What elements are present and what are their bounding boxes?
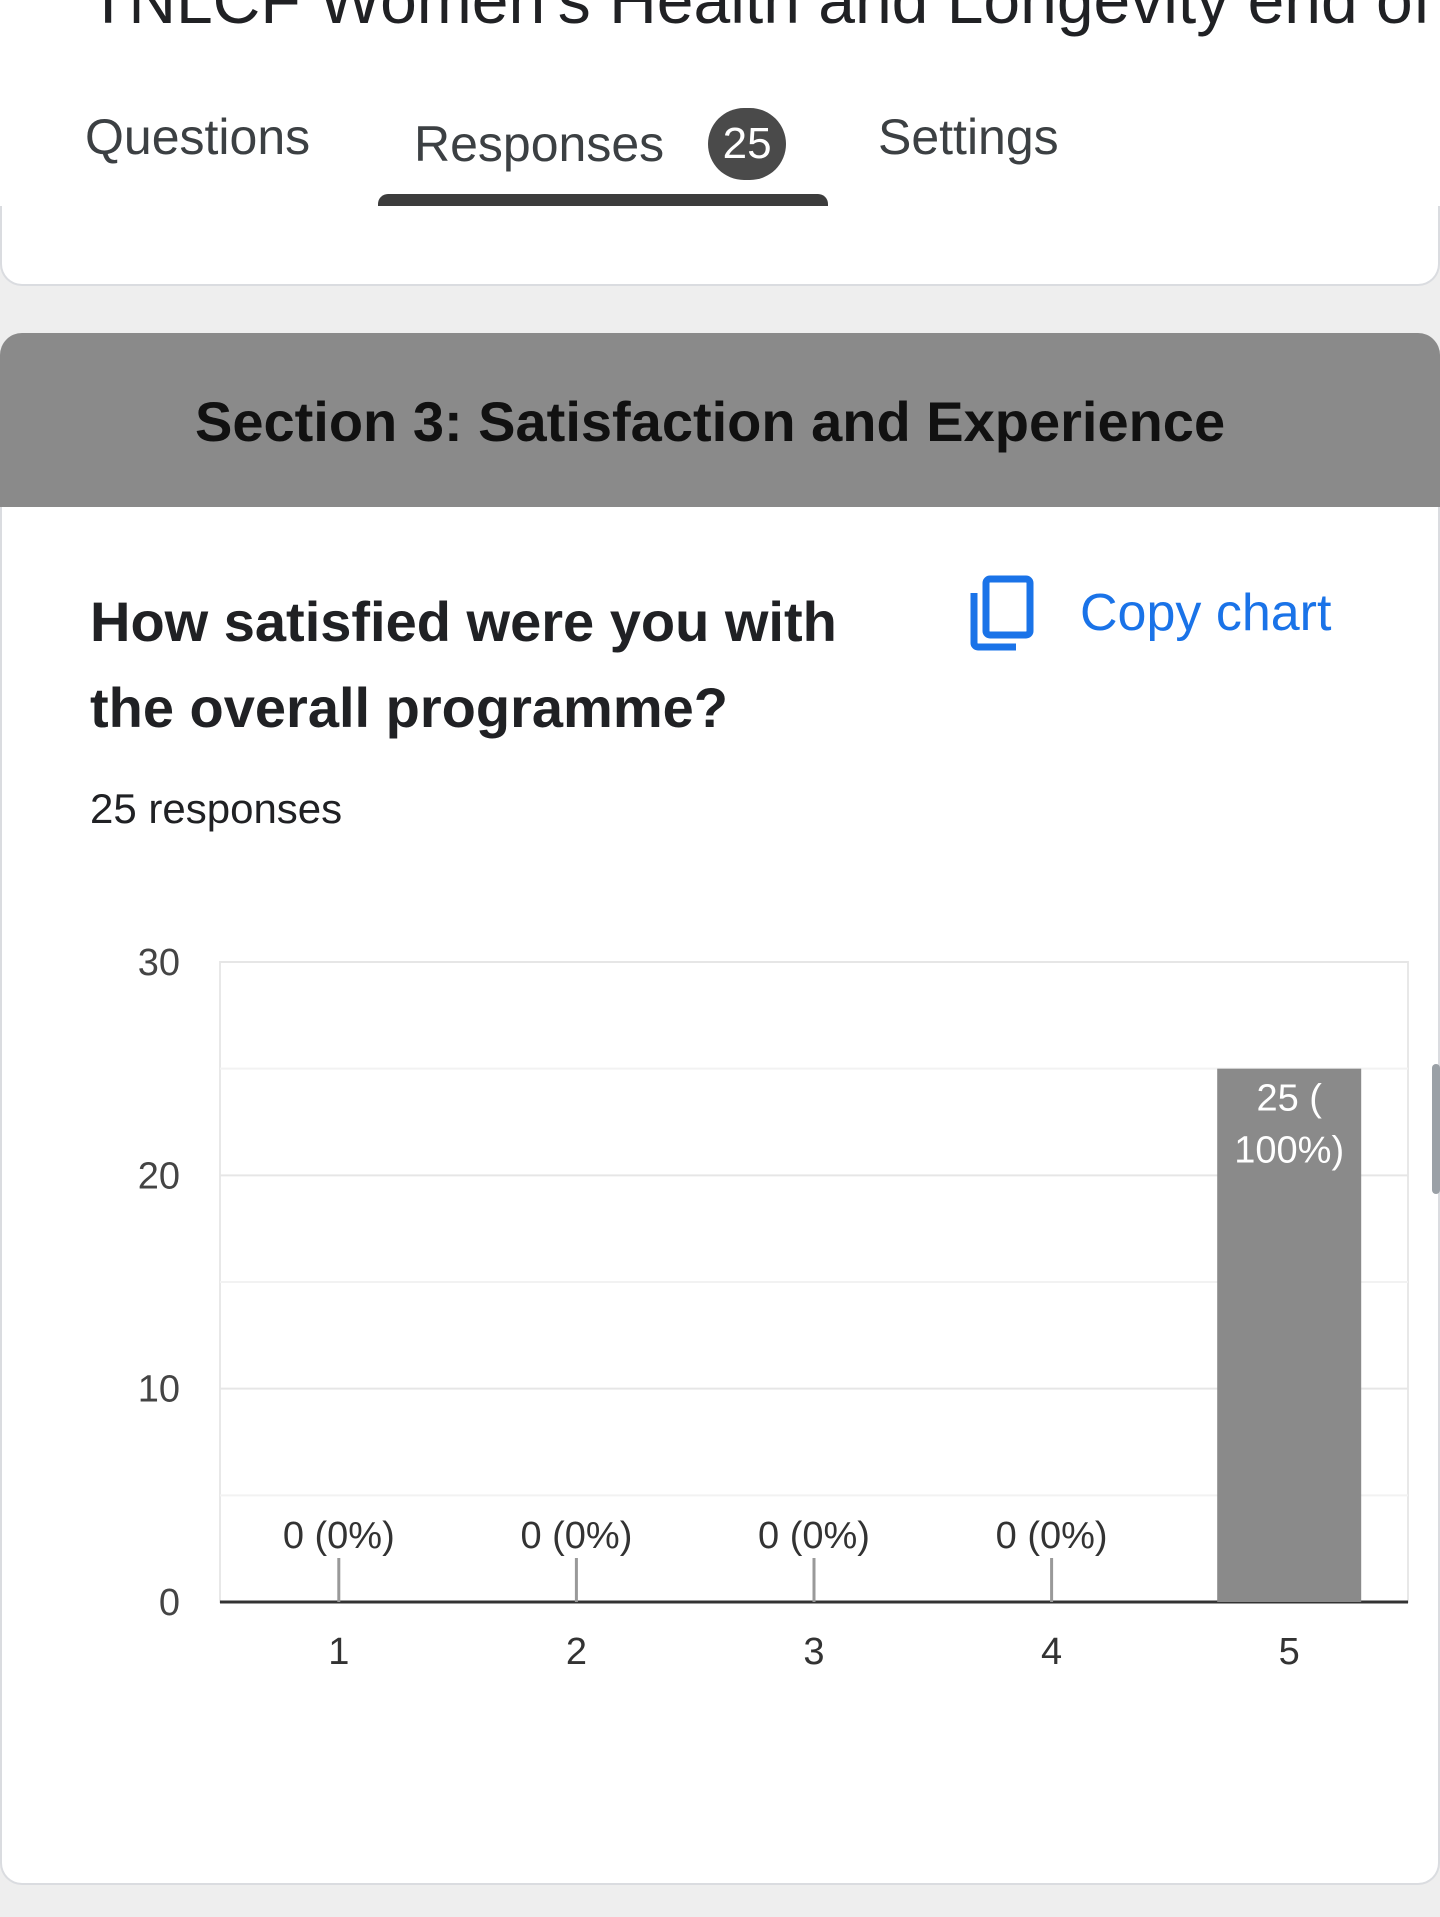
bar-chart: 0 10 20 30 1 0 (0%) 2 0 (0%) 3 0 (0%) 4 0 (0%) 5 25 (… [2, 907, 1440, 1673]
scrollbar-thumb[interactable] [1432, 1064, 1440, 1194]
bar-data-label: 0 (0%) [996, 1515, 1108, 1557]
x-tick-label: 1 [328, 1631, 349, 1667]
tab-settings-label: Settings [878, 109, 1059, 165]
tab-responses-label: Responses [414, 116, 665, 172]
x-tick-label: 5 [1279, 1631, 1300, 1667]
form-title: TNLCF Women's Health and Longevity end o… [88, 0, 1432, 37]
copy-chart-button[interactable]: Copy chart [970, 575, 1331, 651]
question-title: How satisfied were you with the overall … [90, 590, 837, 739]
x-tick-label: 3 [803, 1631, 824, 1667]
question-card: How satisfied were you with the overall … [0, 507, 1440, 1885]
copy-icon [970, 575, 1034, 651]
bar-data-label: 0 (0%) [758, 1515, 870, 1557]
section-header: Section 3: Satisfaction and Experience [0, 333, 1440, 507]
tab-responses[interactable]: Responses 25 [414, 108, 787, 180]
bar-data-label: 0 (0%) [283, 1515, 395, 1557]
bar-chart-svg: 0 10 20 30 1 0 (0%) 2 0 (0%) 3 0 (0%) 4 0 (0%) 5 25 (… [138, 942, 1409, 1673]
bar-data-label: 0 (0%) [520, 1515, 632, 1557]
tab-settings[interactable]: Settings [878, 108, 1059, 166]
active-tab-indicator [378, 194, 828, 206]
y-tick-label: 10 [138, 1369, 180, 1411]
form-header: TNLCF Women's Health and Longevity end o… [0, 0, 1440, 208]
copy-chart-label: Copy chart [1080, 584, 1332, 642]
responses-count-badge: 25 [708, 108, 787, 180]
x-tick-label: 4 [1041, 1631, 1062, 1667]
y-tick-label: 20 [138, 1155, 180, 1197]
response-count: 25 responses [90, 785, 343, 832]
bar[interactable] [1217, 1068, 1362, 1602]
bar-data-label: 25 ( [1256, 1078, 1322, 1120]
y-tick-label: 30 [138, 942, 180, 984]
summary-card [0, 206, 1440, 286]
bar-data-label: 100%) [1234, 1130, 1344, 1172]
section-title: Section 3: Satisfaction and Experience [195, 390, 1226, 453]
tab-questions-label: Questions [85, 109, 311, 165]
y-tick-label: 0 [159, 1582, 180, 1624]
x-tick-label: 2 [566, 1631, 587, 1667]
tab-questions[interactable]: Questions [85, 108, 310, 166]
